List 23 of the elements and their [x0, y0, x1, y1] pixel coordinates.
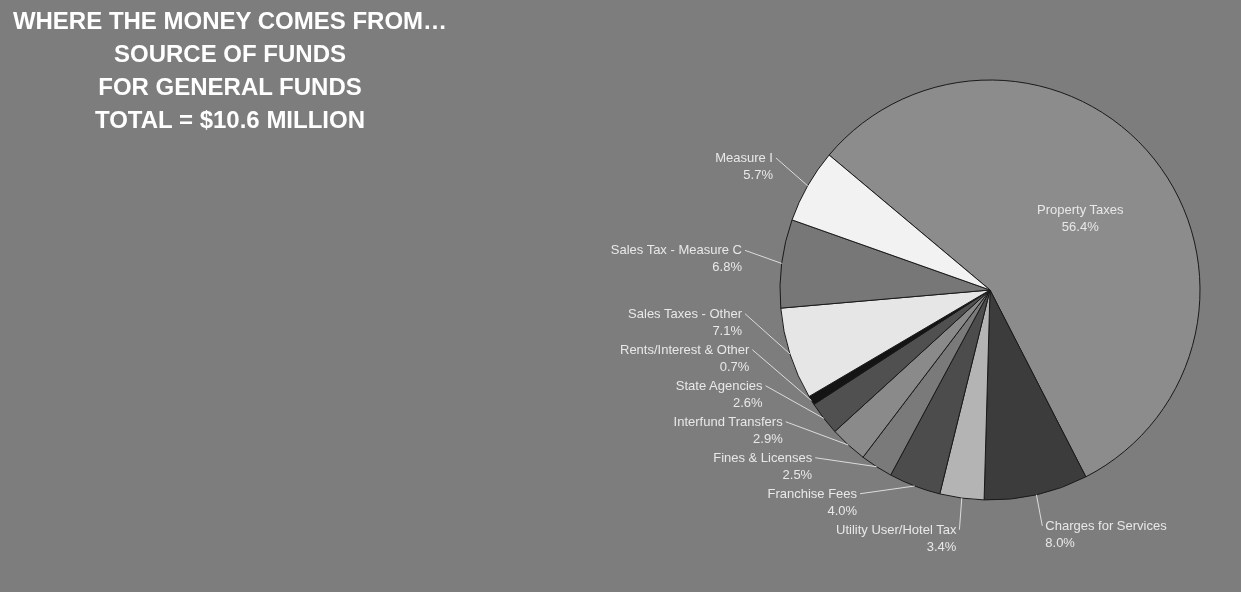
data-label: 8.0% [1045, 534, 1076, 550]
slice-label: Interfund Transfers [673, 413, 784, 429]
slice-label: Fines & Licenses [713, 449, 813, 465]
data-label: 2.6% [732, 394, 763, 410]
text: WHERE THE MONEY COMES FROM… SOURCE OF FUNDS FOR GENERAL FUNDS TOTAL = $10.6 MILLION [12, 7, 448, 133]
data-label: 2.9% [753, 430, 784, 446]
data-label: 4.0% [827, 502, 858, 518]
slice-label: Utility User/Hotel Tax [836, 521, 957, 537]
data-label: 2.5% [782, 466, 813, 482]
data-label: 7.1% [712, 322, 743, 338]
slice-label: Rents/Interest & Other [620, 341, 751, 357]
slice-label: State Agencies [675, 377, 764, 393]
slice-label: Sales Tax - Measure C [610, 242, 743, 258]
data-label: 3.4% [926, 538, 957, 554]
slice-label: Franchise Fees [767, 485, 858, 501]
data-label: 0.7% [719, 358, 750, 374]
slice-label: Property Taxes [1037, 201, 1125, 217]
data-label: 56.4% [1061, 218, 1100, 234]
slice-label: Charges for Services [1045, 517, 1168, 533]
slice-label: Measure I [715, 149, 773, 165]
data-label: 6.8% [712, 259, 743, 275]
data-label: 5.7% [743, 166, 774, 182]
slice-label: Sales Taxes - Other [628, 305, 743, 321]
